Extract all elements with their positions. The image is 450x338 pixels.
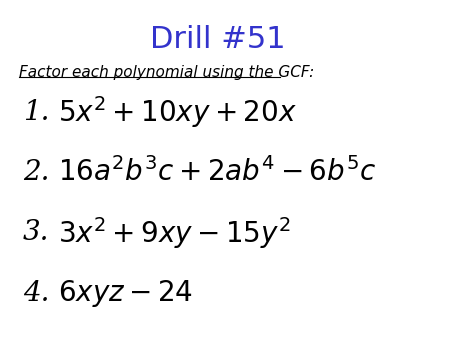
- Text: Drill #51: Drill #51: [150, 25, 285, 54]
- Text: 2.: 2.: [23, 159, 50, 186]
- Text: $5x^{2}+10xy+20x$: $5x^{2}+10xy+20x$: [58, 94, 297, 130]
- Text: $16a^{2}b^{3}c+2ab^{4}-6b^{5}c$: $16a^{2}b^{3}c+2ab^{4}-6b^{5}c$: [58, 158, 376, 187]
- Text: Factor each polynomial using the GCF:: Factor each polynomial using the GCF:: [19, 65, 314, 80]
- Text: 3.: 3.: [23, 219, 50, 246]
- Text: 4.: 4.: [23, 280, 50, 307]
- Text: $3x^{2}+9xy-15y^{2}$: $3x^{2}+9xy-15y^{2}$: [58, 215, 290, 251]
- Text: $6xyz-24$: $6xyz-24$: [58, 277, 193, 309]
- Text: 1.: 1.: [23, 98, 50, 125]
